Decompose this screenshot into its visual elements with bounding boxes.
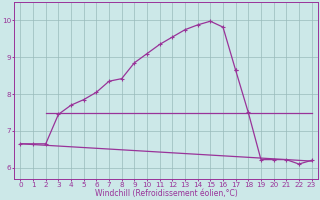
- X-axis label: Windchill (Refroidissement éolien,°C): Windchill (Refroidissement éolien,°C): [95, 189, 237, 198]
